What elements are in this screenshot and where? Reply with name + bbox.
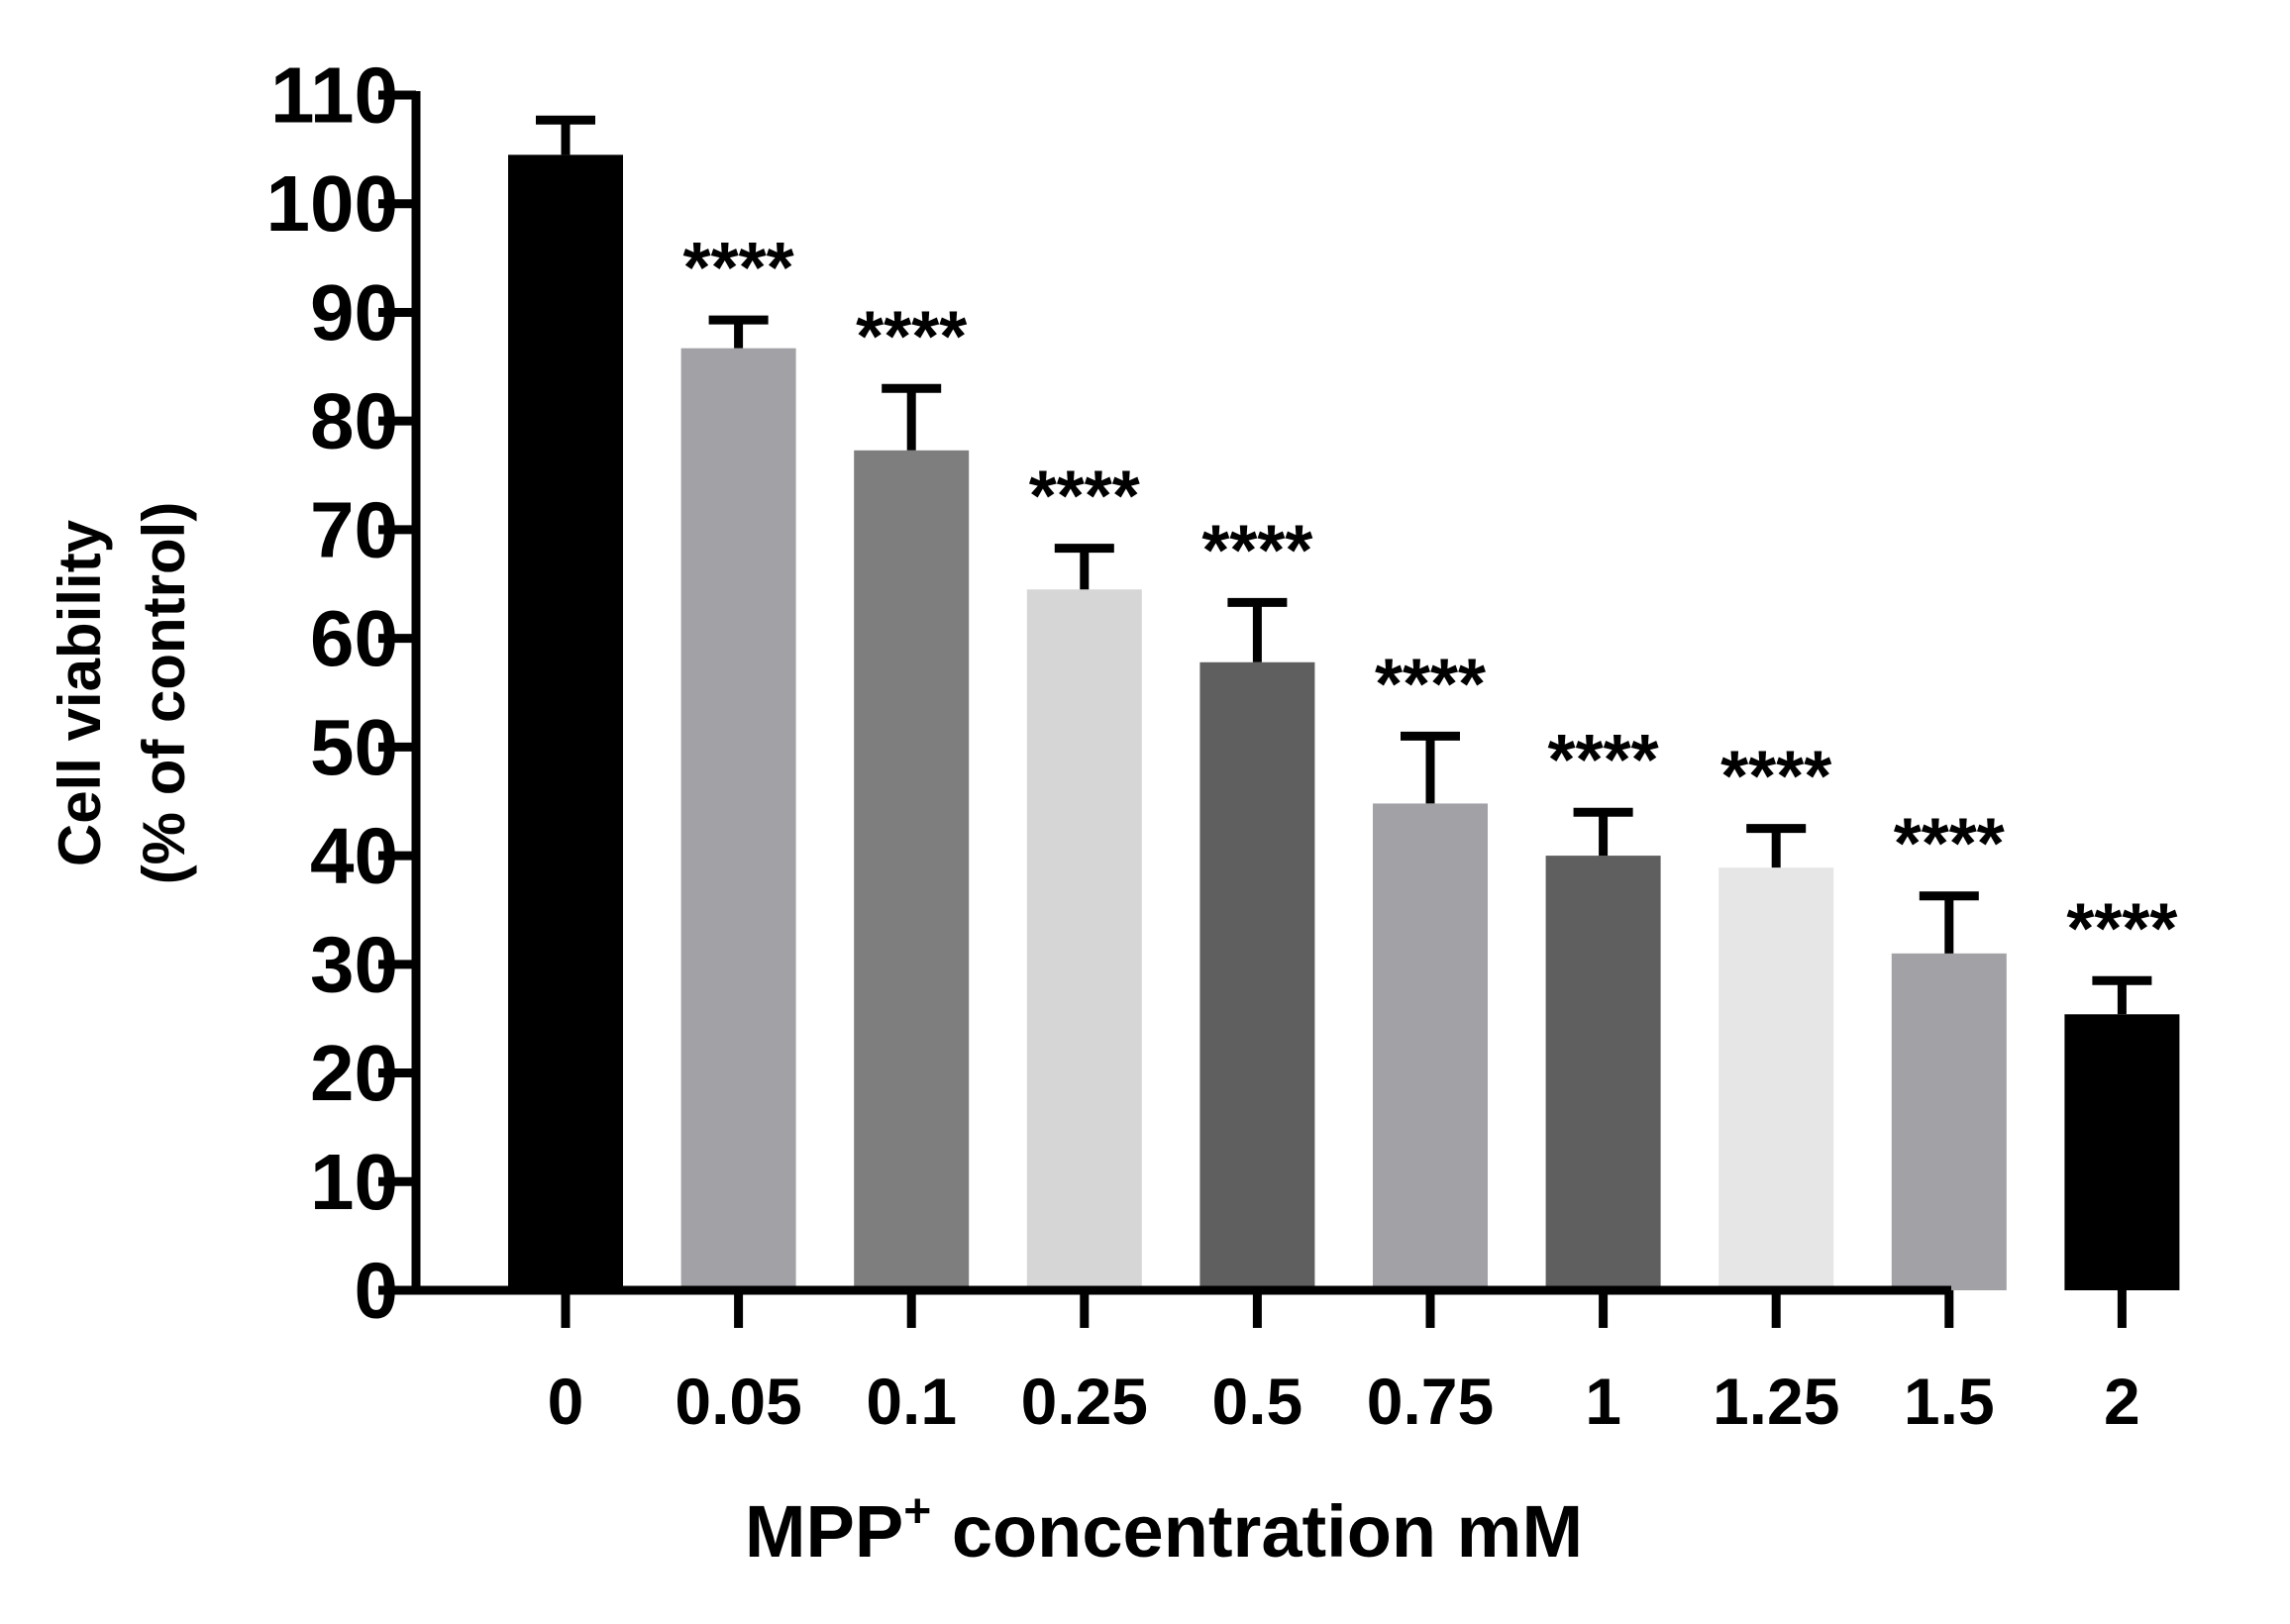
x-axis-title-main: MPP [745,1490,903,1573]
bar [1545,856,1661,1290]
bar [1373,803,1488,1290]
bar [854,450,970,1290]
bar [2064,1014,2180,1290]
significance-label: **** [1375,645,1486,724]
x-axis-title: MPP+ concentration mM [745,1485,1583,1573]
bar [680,348,796,1290]
y-tick-label: 50 [310,703,398,791]
y-tick-label: 80 [310,377,398,465]
bar [1026,589,1142,1290]
x-axis-title-rest: concentration mM [931,1490,1583,1573]
y-tick-label: 100 [266,159,398,248]
y-tick-label: 90 [310,268,398,356]
x-tick-label: 0.05 [675,1365,801,1438]
bar [1199,661,1315,1290]
x-tick-label: 1 [1585,1365,1621,1438]
x-tick-label: 0.1 [866,1365,957,1438]
x-tick-label: 0.5 [1212,1365,1303,1438]
y-ticks-group: 0 10 20 30 40 50 60 70 80 90 100 110 [266,51,416,1335]
significance-label: **** [1720,738,1831,817]
x-axis-title-superscript: + [903,1485,931,1538]
y-tick-label: 30 [310,920,398,1008]
x-tick-label: 1.25 [1713,1365,1839,1438]
significance-label: **** [2066,889,2177,968]
y-tick-label: 20 [310,1029,398,1117]
x-tick-label: 0 [548,1365,584,1438]
bar [1718,867,1834,1290]
x-tick-label: 0.75 [1367,1365,1494,1438]
y-tick-label: 60 [310,594,398,682]
x-tick-label: 2 [2104,1365,2140,1438]
bar [1891,953,2007,1290]
bars-group [508,154,2180,1291]
error-bars-group [536,115,2152,1015]
y-axis-title-line1: Cell viability [47,519,113,866]
y-tick-label: 10 [310,1138,398,1226]
y-tick-label: 40 [310,812,398,900]
x-tick-label: 1.5 [1904,1365,1995,1438]
y-tick-label: 70 [310,485,398,573]
significance-label: **** [1029,457,1140,537]
y-tick-label: 0 [355,1247,399,1335]
y-tick-label: 110 [270,51,398,140]
significance-label: **** [1201,511,1312,590]
significance-label: **** [856,297,967,376]
x-tick-label: 0.25 [1021,1365,1148,1438]
significance-label: **** [1894,805,2005,884]
bar [508,154,623,1291]
significance-label: **** [683,229,794,308]
significance-label: **** [1548,721,1659,800]
y-axis-title-line2: (% of control) [131,502,197,885]
x-ticks-group: 0 0.05 0.1 0.25 0.5 0.75 1 1.25 1.5 2 [548,1290,2140,1438]
significance-group: **** **** **** **** **** **** **** **** **** [683,229,2178,968]
